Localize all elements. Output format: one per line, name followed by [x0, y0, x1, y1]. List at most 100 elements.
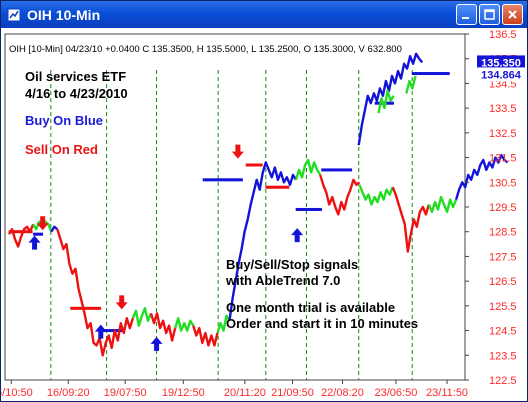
price-series-neutral-8 — [216, 314, 231, 334]
stop-level-dot — [430, 72, 434, 76]
x-tick-label: 15/10:50 — [1, 387, 33, 399]
stop-level-dot — [105, 329, 109, 333]
price-series-buy-9 — [228, 161, 298, 321]
minimize-button[interactable] — [456, 4, 477, 25]
stop-level-dot — [421, 72, 425, 76]
signals-note-line1: Buy/Sell/Stop signals — [226, 257, 359, 272]
stop-level-dot — [230, 178, 234, 182]
stop-level-dot — [40, 232, 44, 236]
stop-level-dot — [332, 168, 336, 172]
y-tick-label: 125.5 — [489, 301, 517, 313]
price-series-sell-3 — [56, 228, 135, 357]
y-tick-label: 133.5 — [489, 103, 517, 115]
stop-level-dot — [418, 72, 422, 76]
stop-level-dot — [304, 207, 308, 211]
maximize-button[interactable] — [479, 4, 500, 25]
y-tick-label: 124.5 — [489, 326, 517, 338]
buy-signal-arrow-icon — [150, 336, 163, 351]
stop-level-dot — [344, 168, 348, 172]
buy-signal-arrow-icon — [94, 324, 107, 339]
stop-level-dot — [311, 207, 315, 211]
stop-level-dot — [307, 207, 311, 211]
price-series-neutral-6 — [174, 317, 195, 332]
stop-level-dot — [330, 168, 334, 172]
stop-level-dot — [314, 207, 318, 211]
stop-level-dot — [279, 185, 283, 189]
stop-level-dot — [442, 72, 446, 76]
stop-level-dot — [281, 185, 285, 189]
stop-level-dot — [232, 178, 236, 182]
stop-level-dot — [107, 329, 111, 333]
stop-level-dot — [416, 72, 420, 76]
x-tick-label: 21/09:50 — [271, 387, 314, 399]
stop-level-dot — [342, 168, 346, 172]
price-series-buy-15 — [454, 153, 509, 200]
stop-level-dot — [390, 101, 394, 105]
x-tick-label: 20/11:20 — [224, 387, 266, 399]
title-bar[interactable]: OIH 10-Min — [1, 1, 527, 28]
stop-level-dot — [309, 207, 313, 211]
stop-level-dot — [237, 178, 241, 182]
stop-level-dot — [248, 163, 252, 167]
price-series-sell-11 — [319, 174, 361, 216]
x-tick-label: 23/11:50 — [426, 387, 468, 399]
stop-level-dot — [37, 232, 41, 236]
stop-level-dot — [70, 306, 74, 310]
stop-level-dot — [297, 207, 301, 211]
stop-level-dot — [209, 178, 213, 182]
stop-level-dot — [323, 168, 327, 172]
stop-level-dot — [437, 72, 441, 76]
stop-level-dot — [270, 185, 274, 189]
stop-level-dot — [250, 163, 254, 167]
x-tick-label: 19/07:50 — [104, 387, 147, 399]
price-series-buy-16 — [357, 52, 424, 146]
stop-level-dot — [432, 72, 436, 76]
stop-level-dot — [79, 306, 83, 310]
stop-level-dot — [116, 329, 120, 333]
stop-level-dot — [223, 178, 227, 182]
stop-level-dot — [339, 168, 343, 172]
stop-level-dot — [235, 178, 239, 182]
price-label: 135.350 — [481, 57, 521, 69]
stop-level-dot — [15, 230, 19, 234]
ohlc-info-line: OIH [10-Min] 04/23/10 +0.0400 C 135.3500… — [9, 44, 402, 55]
stop-level-dot — [274, 185, 278, 189]
minimize-icon — [462, 17, 469, 19]
stop-level-dot — [265, 185, 269, 189]
price-series-buy-2 — [50, 225, 59, 233]
stop-level-dot — [286, 185, 290, 189]
stop-level-dot — [221, 178, 225, 182]
stop-level-dot — [216, 178, 220, 182]
sell-signal-arrow-icon — [115, 295, 128, 310]
stop-level-dot — [218, 178, 222, 182]
stop-level-dot — [72, 306, 76, 310]
price-series-neutral-17 — [377, 89, 395, 114]
window-title: OIH 10-Min — [27, 6, 101, 23]
stop-level-dot — [13, 230, 17, 234]
stop-level-dot — [74, 306, 78, 310]
price-series-sell-5 — [149, 312, 177, 342]
x-tick-label: 16/09:20 — [47, 387, 90, 399]
stop-level-dot — [337, 168, 341, 172]
stop-level-dot — [349, 168, 353, 172]
price-label: 134.864 — [481, 69, 522, 81]
stop-level-dot — [24, 230, 28, 234]
x-tick-label: 19/12:50 — [162, 387, 205, 399]
stop-level-dot — [259, 163, 263, 167]
stop-level-dot — [316, 207, 320, 211]
price-series-neutral-10 — [294, 158, 322, 181]
stop-level-dot — [214, 178, 218, 182]
y-tick-label: 130.5 — [489, 177, 517, 189]
y-tick-label: 126.5 — [489, 276, 517, 288]
stop-level-dot — [411, 72, 415, 76]
close-button[interactable] — [502, 4, 523, 25]
stop-level-dot — [93, 306, 97, 310]
price-series-neutral-14 — [427, 195, 458, 214]
stop-level-dot — [374, 101, 378, 105]
stop-level-dot — [446, 72, 450, 76]
stop-level-dot — [425, 72, 429, 76]
legend-sell-label: Sell On Red — [25, 142, 98, 157]
trial-note-line2: Order and start it in 10 minutes — [226, 316, 419, 331]
